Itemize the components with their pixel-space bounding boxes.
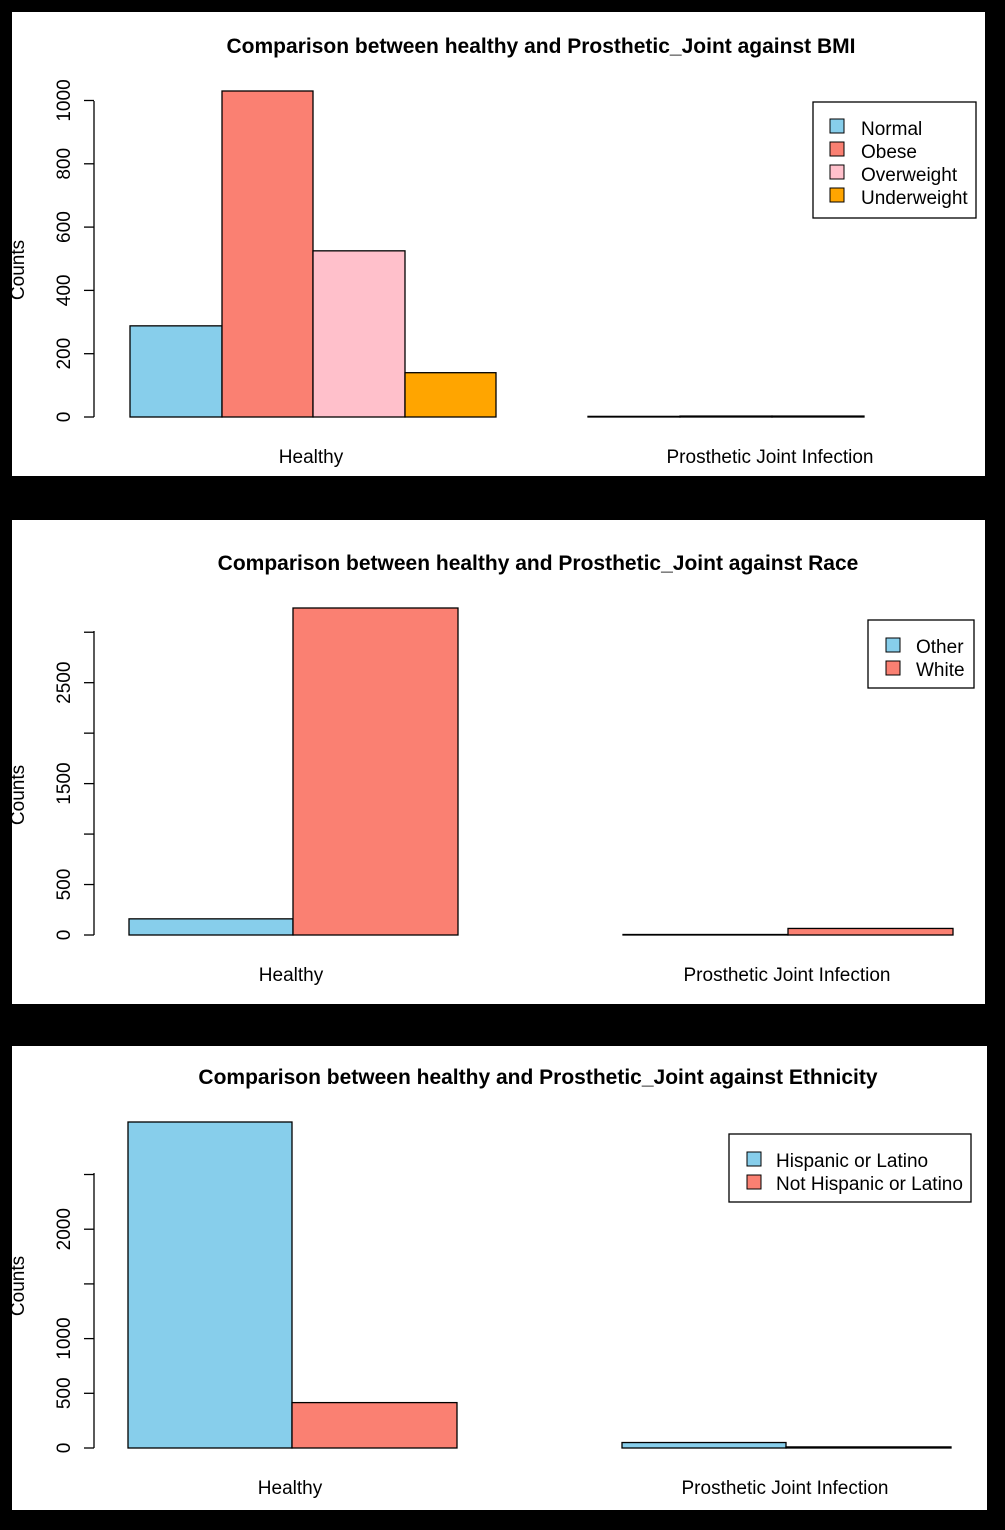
legend-label: Hispanic or Latino bbox=[776, 1151, 928, 1172]
legend-label: Normal bbox=[861, 119, 922, 140]
category-label: Healthy bbox=[258, 1478, 323, 1499]
bars bbox=[127, 1121, 952, 1449]
y-tick-label: 800 bbox=[54, 148, 75, 180]
y-tick-label: 500 bbox=[54, 1377, 75, 1409]
y-ticks: 0 500 1500 2500 bbox=[54, 631, 94, 941]
legend-box bbox=[728, 1133, 972, 1203]
bar-obese bbox=[221, 90, 314, 418]
bar-other bbox=[622, 933, 789, 936]
ethnicity-chart: Comparison between healthy and Prostheti… bbox=[12, 1066, 972, 1499]
bars bbox=[128, 607, 954, 936]
y-tick-label: 0 bbox=[54, 930, 75, 941]
legend: Normal Obese Overweight Underweight bbox=[812, 101, 977, 219]
y-ticks: 0 500 1000 2000 bbox=[54, 1173, 94, 1454]
category-label: Healthy bbox=[279, 447, 344, 468]
bar-normal bbox=[587, 415, 681, 418]
legend-label: White bbox=[916, 660, 965, 681]
race-chart: Comparison between healthy and Prostheti… bbox=[12, 552, 975, 986]
legend-swatch bbox=[829, 164, 845, 180]
ethnicity-chart-panel: Comparison between healthy and Prostheti… bbox=[12, 1046, 987, 1510]
bar-white bbox=[787, 927, 954, 936]
bar-not-hispanic-or-latino bbox=[785, 1446, 952, 1449]
legend-label: Underweight bbox=[861, 188, 968, 209]
chart-title: Comparison between healthy and Prostheti… bbox=[198, 1066, 877, 1089]
legend-label: Not Hispanic or Latino bbox=[776, 1174, 963, 1195]
category-label: Prosthetic Joint Infection bbox=[682, 1478, 889, 1499]
y-tick-label: 1500 bbox=[54, 762, 75, 804]
category-label: Healthy bbox=[259, 965, 324, 986]
y-axis-label: Counts bbox=[12, 765, 29, 825]
y-tick-label: 2000 bbox=[54, 1208, 75, 1250]
legend-box bbox=[867, 619, 975, 689]
legend-swatch bbox=[885, 660, 901, 676]
category-label: Prosthetic Joint Infection bbox=[667, 447, 874, 468]
bar-white bbox=[292, 607, 459, 936]
bar-overweight bbox=[312, 250, 406, 418]
chart-title: Comparison between healthy and Prostheti… bbox=[227, 35, 856, 58]
y-axis-label: Counts bbox=[12, 240, 29, 300]
y-tick-label: 1000 bbox=[54, 1317, 75, 1359]
y-axis-label: Counts bbox=[12, 1256, 29, 1316]
bar-normal bbox=[129, 325, 223, 418]
legend: Hispanic or Latino Not Hispanic or Latin… bbox=[728, 1133, 972, 1203]
bar-hispanic-or-latino bbox=[621, 1441, 787, 1449]
bar-obese bbox=[679, 415, 773, 418]
y-tick-label: 500 bbox=[54, 869, 75, 901]
legend-swatch bbox=[885, 637, 901, 653]
legend-swatch bbox=[829, 141, 845, 157]
bar-overweight bbox=[771, 415, 865, 418]
legend-swatch bbox=[829, 187, 845, 203]
y-tick-label: 400 bbox=[54, 275, 75, 307]
legend-label: Overweight bbox=[861, 165, 958, 186]
y-tick-label: 0 bbox=[54, 1443, 75, 1454]
bar-not-hispanic-or-latino bbox=[291, 1401, 458, 1449]
bar-other bbox=[128, 918, 294, 936]
legend-label: Obese bbox=[861, 142, 917, 163]
y-tick-label: 600 bbox=[54, 211, 75, 243]
legend: Other White bbox=[867, 619, 975, 689]
y-tick-label: 2500 bbox=[54, 662, 75, 704]
y-tick-label: 200 bbox=[54, 338, 75, 370]
legend-label: Other bbox=[916, 637, 964, 658]
chart-title: Comparison between healthy and Prostheti… bbox=[218, 552, 859, 575]
legend-swatch bbox=[829, 118, 845, 134]
race-chart-panel: Comparison between healthy and Prostheti… bbox=[12, 520, 985, 1004]
legend-swatch bbox=[746, 1151, 762, 1167]
y-ticks: 0 200 400 600 800 1000 bbox=[54, 79, 94, 422]
bmi-chart-panel: Comparison between healthy and Prostheti… bbox=[12, 12, 985, 476]
y-tick-label: 1000 bbox=[54, 79, 75, 121]
bar-hispanic-or-latino bbox=[127, 1121, 293, 1449]
category-label: Prosthetic Joint Infection bbox=[684, 965, 891, 986]
y-tick-label: 0 bbox=[54, 412, 75, 423]
bmi-chart: Comparison between healthy and Prostheti… bbox=[12, 35, 977, 468]
bar-underweight bbox=[404, 372, 497, 418]
legend-swatch bbox=[746, 1174, 762, 1190]
bars bbox=[129, 90, 865, 418]
